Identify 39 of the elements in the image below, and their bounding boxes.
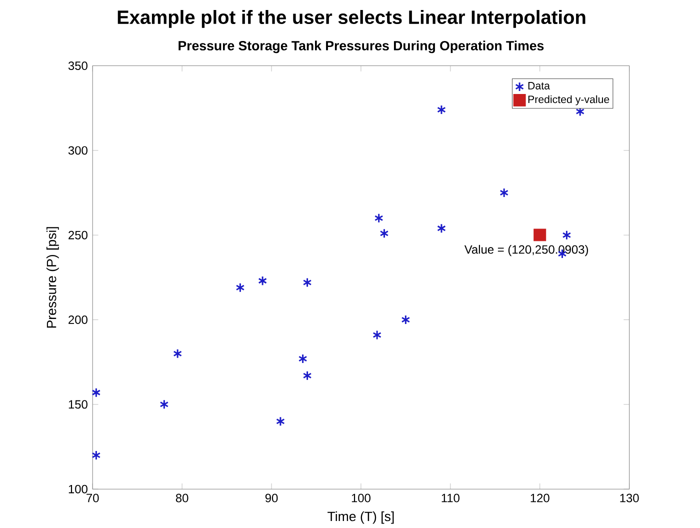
chart-subtitle: Pressure Storage Tank Pressures During Operation Times <box>178 40 544 54</box>
y-tick-label: 250 <box>68 230 88 240</box>
x-tick-label: 70 <box>86 494 99 502</box>
point <box>374 213 384 224</box>
x-tick-label: 110 <box>442 494 460 502</box>
point <box>437 223 446 234</box>
point <box>276 416 285 426</box>
y-tick-label: 100 <box>68 484 88 494</box>
annotation: Value = (120,250.0903) <box>464 244 588 256</box>
y-tick-label: 150 <box>68 400 88 409</box>
y-tick-label: 200 <box>68 315 88 324</box>
y-tick-label: 350 <box>68 61 88 70</box>
point <box>92 388 101 398</box>
legend-label: Predicted y-value <box>528 95 610 106</box>
point <box>298 354 308 364</box>
point <box>534 228 546 242</box>
point <box>302 370 312 381</box>
x-tick-label: 120 <box>530 494 550 502</box>
point <box>401 314 410 325</box>
point <box>562 230 572 240</box>
point <box>500 188 508 198</box>
point <box>92 450 101 460</box>
point <box>302 277 312 288</box>
point <box>236 282 245 292</box>
legend-label: Data <box>528 82 550 90</box>
point <box>372 330 382 340</box>
chart-title: Example plot if the user selects Linear Interpolation <box>118 10 586 28</box>
point <box>258 276 267 286</box>
x-tick-label: 80 <box>176 494 188 502</box>
y-axis-title: Pressure (P) [psi] <box>46 227 59 328</box>
point <box>437 104 446 115</box>
point <box>380 228 389 238</box>
point <box>160 399 169 410</box>
x-axis-title: Time (T) [s] <box>328 511 394 524</box>
x-tick-label: 90 <box>265 494 278 502</box>
x-tick-label: 100 <box>352 494 370 502</box>
x-tick-label: 130 <box>620 494 639 502</box>
point <box>173 348 182 359</box>
y-tick-label: 300 <box>68 146 88 155</box>
